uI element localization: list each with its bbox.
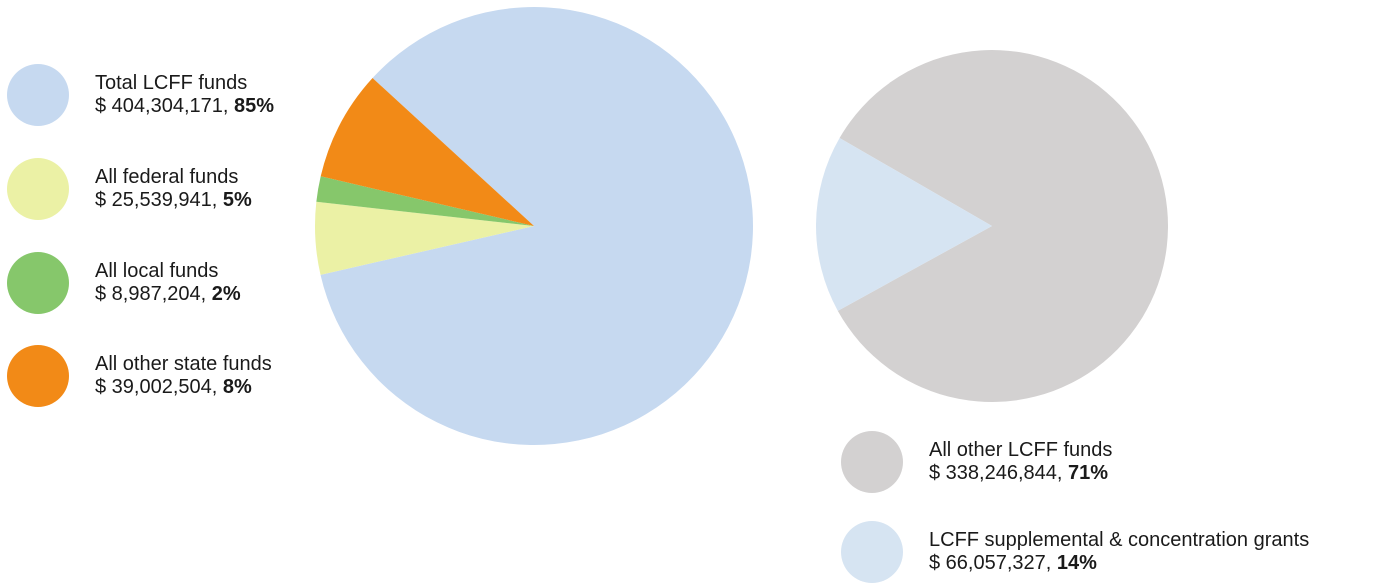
legend-item-other-lcff: All other LCFF funds $ 338,246,844, 71% xyxy=(841,431,1112,493)
legend-label: All federal funds xyxy=(95,166,239,188)
legend-amount: $ 8,987,204 xyxy=(95,283,201,305)
legend-swatch xyxy=(7,158,69,220)
legend-item-other-state: All other state funds $ 39,002,504, 8% xyxy=(7,345,272,407)
legend-percent: 85% xyxy=(234,95,275,117)
legend-label: All other LCFF funds xyxy=(929,439,1113,461)
legend-item-local: All local funds $ 8,987,204, 2% xyxy=(7,252,241,314)
pie-slice-all-other-lcff-funds xyxy=(837,49,1169,402)
legend-swatch xyxy=(7,252,69,314)
legend-item-total-lcff: Total LCFF funds $ 404,304,171, 85% xyxy=(7,64,274,126)
legend-amount: $ 338,246,844 xyxy=(929,462,1057,484)
legend-amount: $ 404,304,171 xyxy=(95,95,223,117)
pie-chart-lcff-breakdown xyxy=(816,49,1169,402)
legend-swatch xyxy=(7,345,69,407)
legend-percent: 14% xyxy=(1056,552,1097,574)
legend-item-federal: All federal funds $ 25,539,941, 5% xyxy=(7,158,252,220)
legend-label: Total LCFF funds xyxy=(95,72,248,94)
legend-amount: $ 39,002,504 xyxy=(95,376,212,398)
legend-swatch xyxy=(841,521,903,583)
legend-amount: $ 66,057,327 xyxy=(929,552,1046,574)
legend-label: LCFF supplemental & concentration grants xyxy=(929,529,1310,551)
legend-percent: 71% xyxy=(1068,462,1109,484)
pie-slice-lcff-supplemental-concentration-grants xyxy=(816,138,992,311)
legend-amount: $ 25,539,941 xyxy=(95,189,212,211)
legend-percent: 8% xyxy=(222,376,252,398)
legend-percent: 5% xyxy=(222,189,252,211)
legend-swatch xyxy=(7,64,69,126)
legend-label: All other state funds xyxy=(95,353,272,375)
legend-label: All local funds xyxy=(95,260,219,282)
pie-chart-total-funds xyxy=(314,7,753,446)
legend-percent: 2% xyxy=(211,283,241,305)
pie-slice-all-local-funds xyxy=(316,176,534,226)
pie-slice-all-other-state-funds xyxy=(320,78,534,226)
legend-swatch xyxy=(841,431,903,493)
legend-item-supplemental: LCFF supplemental & concentration grants… xyxy=(841,521,1309,583)
pie-slice-total-lcff-funds xyxy=(320,7,753,446)
pie-slice-all-federal-funds xyxy=(314,201,534,275)
